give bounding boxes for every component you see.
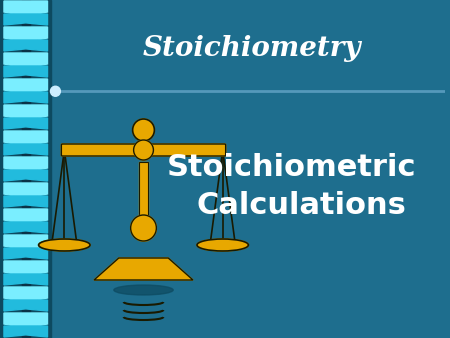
Polygon shape — [4, 144, 48, 155]
Text: Stoichiometric: Stoichiometric — [167, 153, 417, 183]
Polygon shape — [4, 235, 48, 250]
Polygon shape — [4, 66, 48, 77]
Bar — [139, 162, 148, 240]
Polygon shape — [4, 79, 48, 94]
Polygon shape — [4, 300, 48, 311]
Circle shape — [134, 140, 153, 160]
Polygon shape — [4, 105, 48, 120]
Ellipse shape — [114, 285, 173, 295]
Polygon shape — [4, 183, 48, 198]
Polygon shape — [4, 209, 48, 224]
Polygon shape — [4, 274, 48, 285]
Polygon shape — [4, 118, 48, 129]
Polygon shape — [4, 53, 48, 68]
Polygon shape — [4, 313, 48, 328]
Polygon shape — [4, 1, 48, 16]
Bar — [139, 162, 148, 240]
Polygon shape — [4, 157, 48, 172]
Polygon shape — [4, 196, 48, 207]
Polygon shape — [94, 258, 193, 280]
Polygon shape — [4, 222, 48, 233]
Bar — [22, 0, 30, 338]
Polygon shape — [4, 170, 48, 181]
Text: Calculations: Calculations — [197, 191, 407, 219]
Text: Stoichiometry: Stoichiometry — [143, 34, 362, 62]
Polygon shape — [4, 326, 48, 337]
Bar — [0, 0, 51, 338]
Polygon shape — [4, 287, 48, 302]
Polygon shape — [4, 92, 48, 103]
Polygon shape — [4, 131, 48, 146]
Circle shape — [130, 215, 157, 241]
Polygon shape — [4, 261, 48, 276]
Ellipse shape — [197, 239, 248, 251]
Circle shape — [50, 86, 60, 96]
Polygon shape — [4, 40, 48, 51]
Ellipse shape — [39, 239, 90, 251]
FancyBboxPatch shape — [61, 144, 225, 156]
Polygon shape — [4, 27, 48, 42]
Polygon shape — [4, 14, 48, 25]
Circle shape — [133, 119, 154, 141]
Polygon shape — [4, 248, 48, 259]
